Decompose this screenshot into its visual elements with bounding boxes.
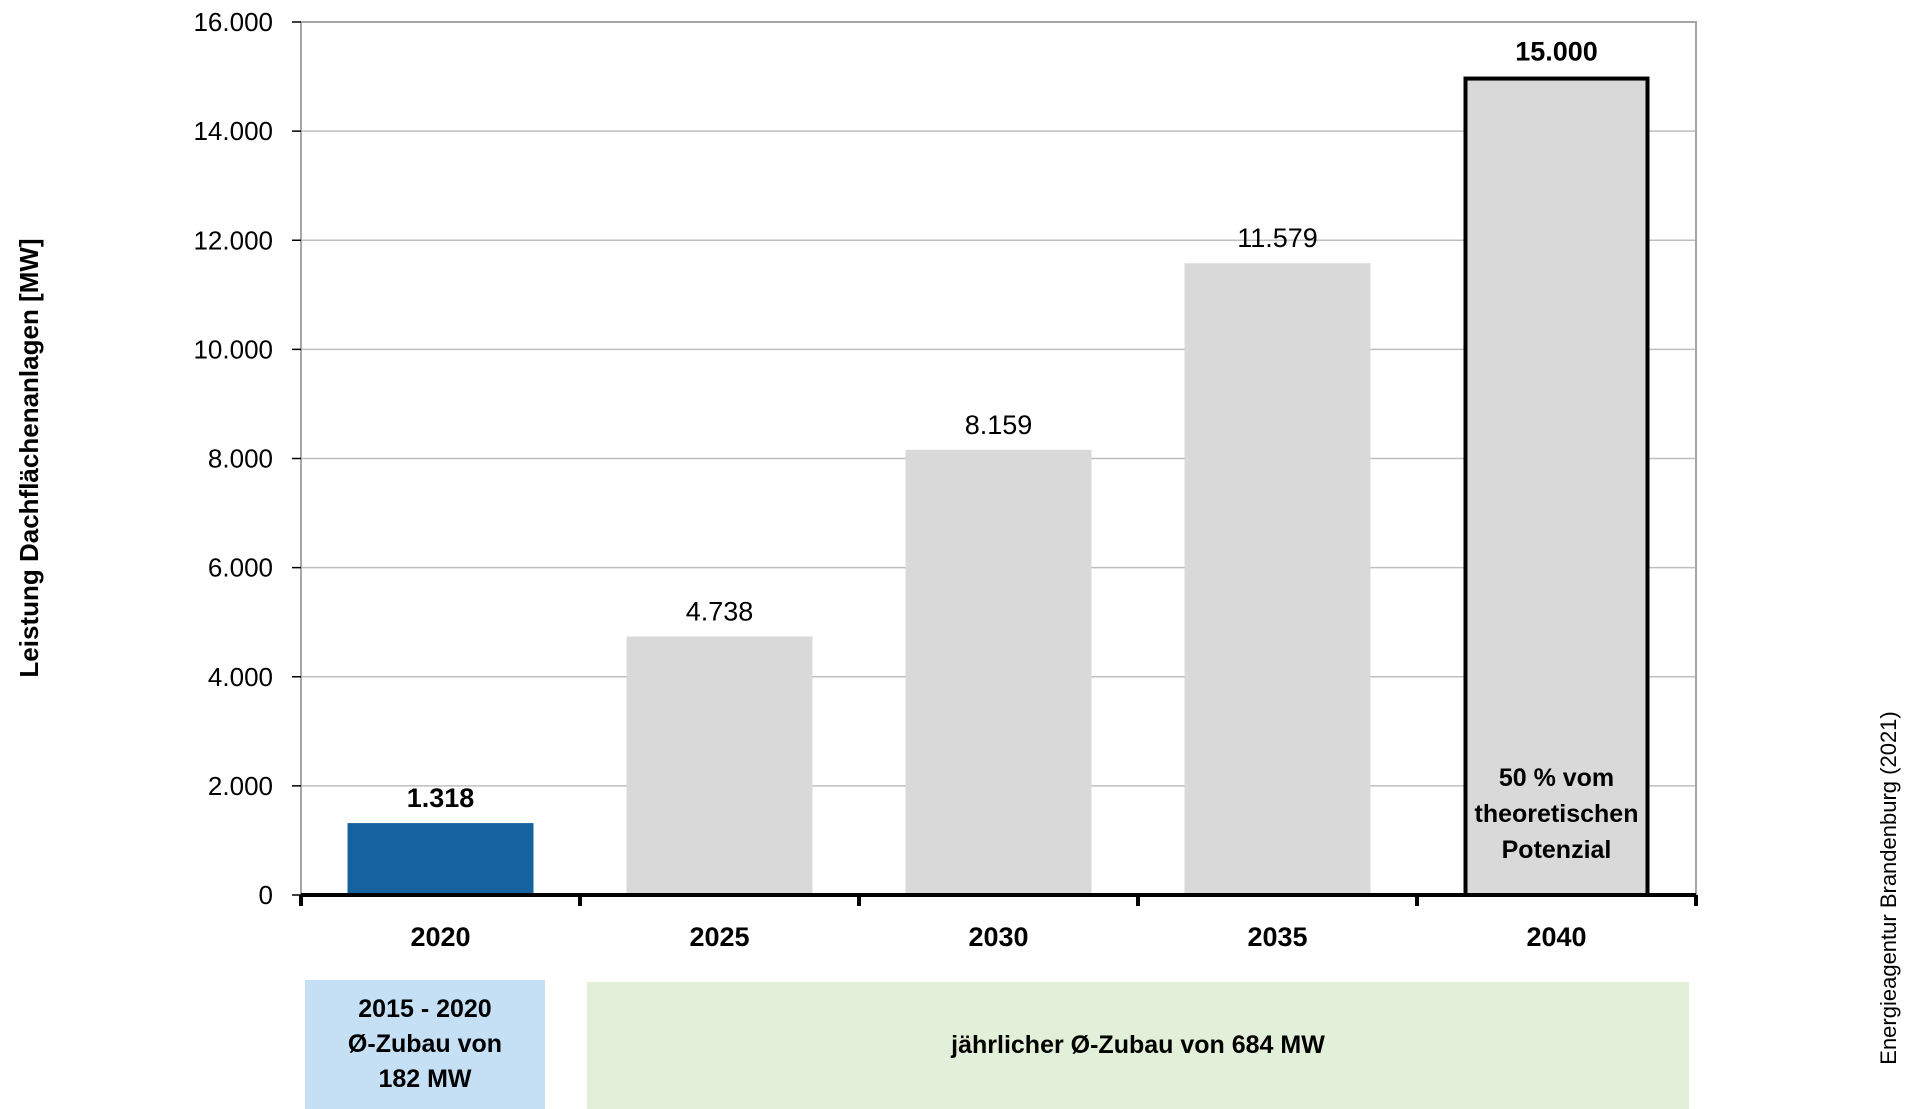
- data-label-2040: 15.000: [1515, 37, 1598, 67]
- potential-annotation: 50 % vom theoretischen Potenzial: [1475, 764, 1639, 864]
- period-box-2015-2020: 2015 - 2020 Ø-Zubau von 182 MW: [305, 980, 545, 1109]
- period-box-annual-growth: jährlicher Ø-Zubau von 684 MW: [587, 982, 1689, 1109]
- x-tick-label: 2025: [689, 922, 749, 952]
- x-tick-label: 2030: [968, 922, 1028, 952]
- period-box-line: Ø-Zubau von: [347, 1030, 503, 1058]
- source-note: Energieagentur Brandenburg (2021): [1876, 711, 1901, 1064]
- bar-2025: [626, 636, 813, 895]
- y-tick-label: 4.000: [208, 662, 273, 692]
- period-box-line: 182 MW: [378, 1065, 472, 1093]
- annotation-line: theoretischen: [1475, 800, 1639, 828]
- annotation-line: 50 % vom: [1499, 764, 1614, 792]
- data-label-2020: 1.318: [407, 783, 475, 813]
- y-tick-label: 0: [259, 880, 273, 910]
- data-label-2030: 8.159: [965, 410, 1033, 440]
- data-label-2035: 11.579: [1237, 223, 1318, 253]
- y-axis-title: Leistung Dachflächenanlagen [MW]: [14, 238, 44, 677]
- bars: [347, 76, 1650, 897]
- period-box-line: jährlicher Ø-Zubau von 684 MW: [951, 1031, 1325, 1059]
- x-tick-label: 2035: [1247, 922, 1307, 952]
- y-tick-label: 12.000: [193, 225, 273, 255]
- bar-2020: [347, 823, 534, 895]
- y-tick-label: 10.000: [193, 334, 273, 364]
- bar-2040: [1463, 76, 1650, 897]
- data-label-2025: 4.738: [686, 596, 754, 626]
- annotation-line: Potenzial: [1502, 836, 1612, 864]
- period-box-line: 2015 - 2020: [358, 995, 492, 1023]
- x-tick-label: 2020: [410, 922, 470, 952]
- x-tick-label: 2040: [1526, 922, 1586, 952]
- y-tick-label: 16.000: [193, 7, 273, 37]
- y-tick-label: 2.000: [208, 771, 273, 801]
- data-labels: 1.318 4.738 8.159 11.579 15.000: [407, 37, 1598, 814]
- y-axis-ticks: 0 2.000 4.000 6.000 8.000 10.000 12.000 14.000 1…: [193, 7, 301, 910]
- x-axis: 2020 2025 2030 2035 2040: [299, 893, 1698, 952]
- y-tick-label: 6.000: [208, 553, 273, 583]
- bar-2035: [1184, 263, 1371, 895]
- bar-2030: [905, 449, 1092, 895]
- y-tick-label: 8.000: [208, 444, 273, 474]
- y-tick-label: 14.000: [193, 116, 273, 146]
